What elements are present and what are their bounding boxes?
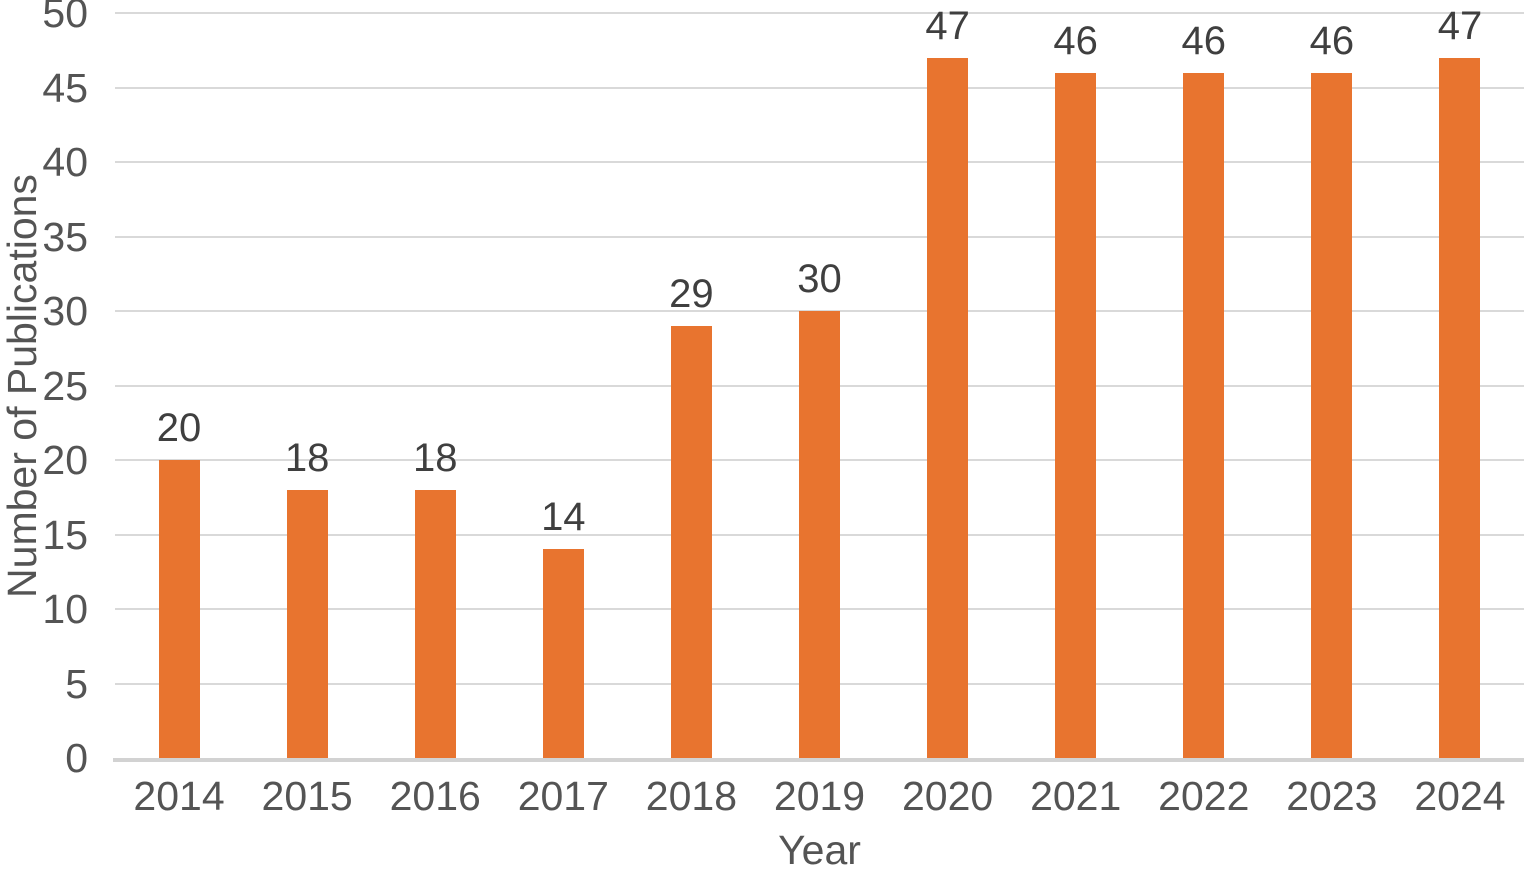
x-tick-label: 2015 [261,773,353,819]
bar [1311,72,1353,758]
y-tick-label: 5 [65,660,88,707]
x-tick-label: 2016 [389,773,481,819]
y-tick-label: 0 [65,735,88,781]
y-tick-label: 50 [42,0,88,36]
x-tick-label: 2023 [1286,773,1378,819]
y-tick-label: 25 [42,362,88,409]
bar [670,325,712,758]
bar-value-label: 29 [669,271,714,316]
bar-value-label: 20 [156,406,202,450]
bar-value-label: 47 [1437,3,1483,48]
x-tick-label: 2024 [1414,773,1506,819]
x-tick-label: 2022 [1158,773,1250,819]
bar-value-label: 18 [412,435,458,480]
bar-value-label: 18 [284,435,330,480]
bar [927,57,969,758]
bar [1055,72,1097,758]
x-axis-line [113,758,1524,762]
bar-value-label: 14 [541,495,586,540]
bar [542,549,584,758]
bar [1183,72,1225,758]
bar-value-label: 30 [797,257,842,301]
bar [286,489,328,758]
bar-value-label: 46 [1309,18,1355,63]
y-tick-label: 20 [42,437,88,483]
bar [414,489,456,758]
bar-value-label: 47 [925,3,970,48]
y-tick-label: 10 [42,586,88,632]
x-axis-title: Year [778,827,861,870]
bar [158,460,200,758]
x-tick-label: 2019 [773,773,866,819]
x-tick-label: 2020 [901,773,994,819]
bar [799,311,840,758]
y-tick-label: 35 [42,213,88,260]
y-tick-label: 15 [42,511,88,558]
x-tick-label: 2018 [645,773,738,819]
bar-value-label: 46 [1181,18,1227,63]
y-tick-label: 45 [42,64,88,111]
x-tick-label: 2017 [517,773,609,819]
bar [1439,57,1481,758]
x-tick-label: 2021 [1030,773,1122,819]
bar-value-label: 46 [1053,18,1098,63]
y-tick-label: 30 [42,288,88,334]
y-tick-label: 40 [42,139,88,185]
x-tick-label: 2014 [133,773,225,819]
gridline [115,12,1524,14]
